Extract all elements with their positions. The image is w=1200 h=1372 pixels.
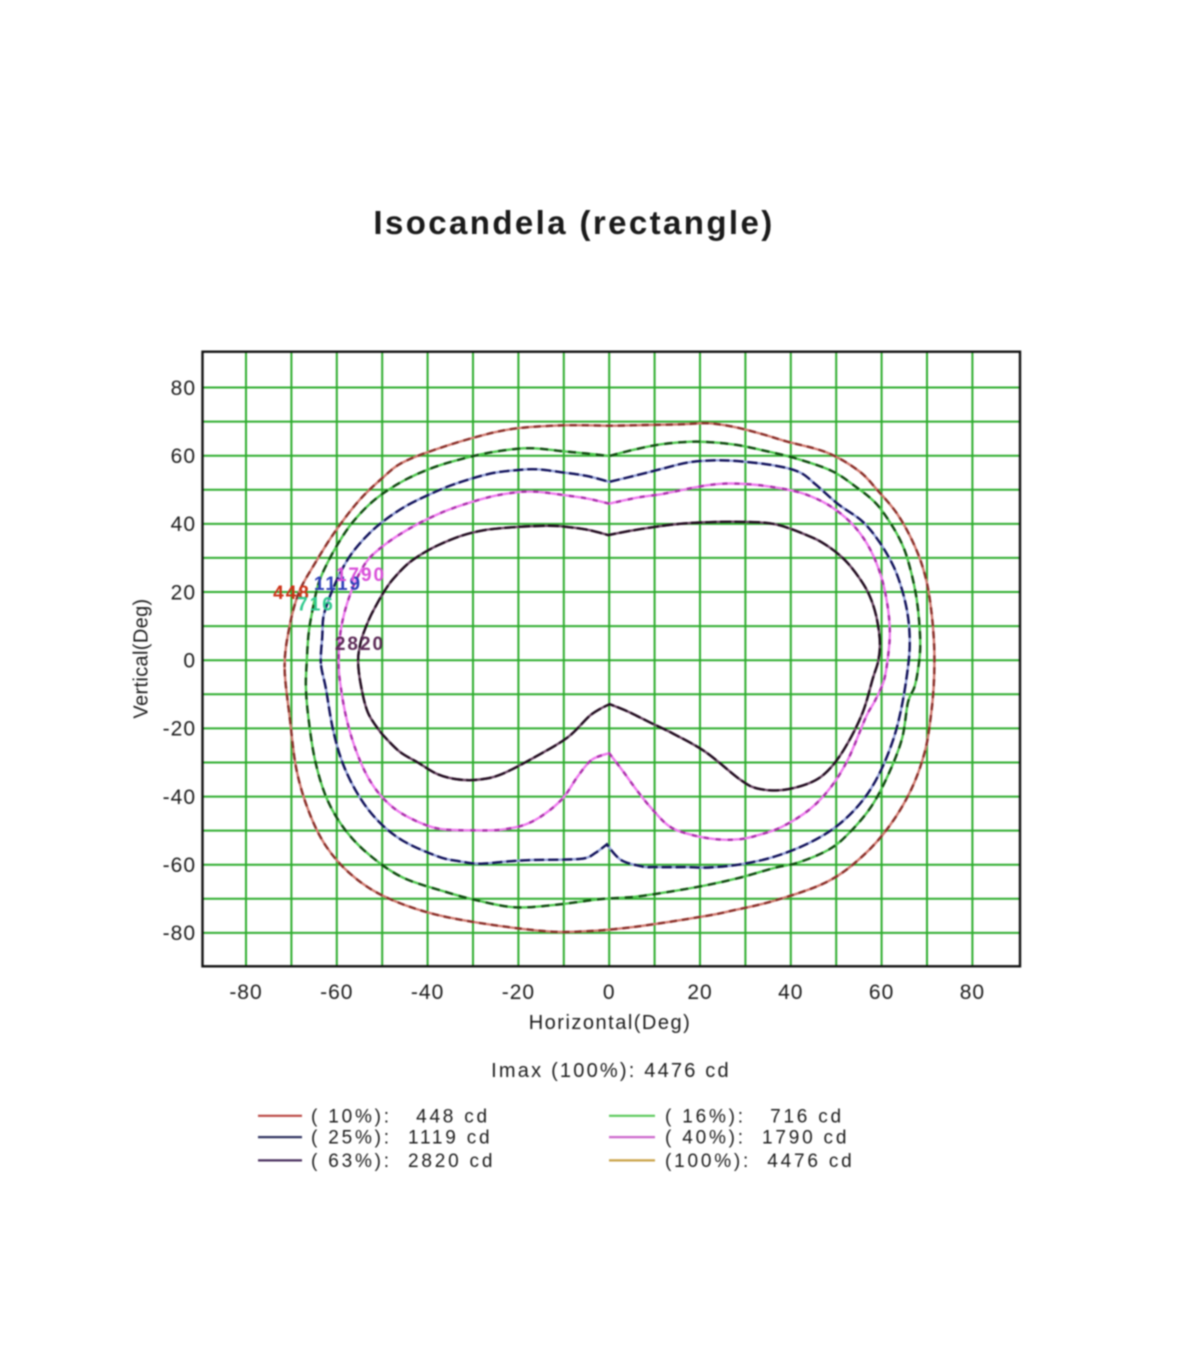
svg-text:448: 448 <box>273 583 311 604</box>
svg-text:0: 0 <box>603 981 616 1004</box>
svg-text:-20: -20 <box>163 718 196 741</box>
svg-text:2820: 2820 <box>335 634 385 655</box>
svg-text:Vertical(Deg): Vertical(Deg) <box>131 598 153 718</box>
svg-text:40: 40 <box>778 981 803 1004</box>
svg-text:-60: -60 <box>320 981 353 1004</box>
svg-text:60: 60 <box>171 445 196 468</box>
svg-text:-40: -40 <box>163 786 196 809</box>
svg-text:-40: -40 <box>411 981 444 1004</box>
svg-text:1119: 1119 <box>314 574 362 595</box>
svg-text:20: 20 <box>171 581 196 604</box>
svg-text:716: 716 <box>297 595 335 616</box>
svg-text:-60: -60 <box>163 854 196 877</box>
svg-text:20: 20 <box>687 981 712 1004</box>
svg-text:60: 60 <box>869 981 894 1004</box>
svg-text:(100%): 4476 cd: (100%): 4476 cd <box>665 1151 855 1172</box>
svg-text:( 10%): 448 cd: ( 10%): 448 cd <box>311 1106 490 1127</box>
svg-text:80: 80 <box>171 377 196 400</box>
svg-text:0: 0 <box>183 650 196 673</box>
svg-text:( 16%): 716 cd: ( 16%): 716 cd <box>665 1106 844 1127</box>
svg-text:( 63%): 2820 cd: ( 63%): 2820 cd <box>311 1151 495 1172</box>
svg-text:Imax (100%): 4476 cd: Imax (100%): 4476 cd <box>491 1060 731 1082</box>
svg-text:40: 40 <box>171 513 196 536</box>
svg-text:-80: -80 <box>229 981 262 1004</box>
svg-text:Horizontal(Deg): Horizontal(Deg) <box>529 1012 692 1034</box>
svg-text:( 40%): 1790 cd: ( 40%): 1790 cd <box>665 1128 849 1149</box>
svg-text:Isocandela (rectangle): Isocandela (rectangle) <box>373 204 774 241</box>
svg-text:80: 80 <box>960 981 985 1004</box>
svg-text:-20: -20 <box>502 981 535 1004</box>
svg-text:-80: -80 <box>163 922 196 945</box>
svg-text:1790: 1790 <box>336 565 386 586</box>
svg-text:( 25%): 1119 cd: ( 25%): 1119 cd <box>311 1128 492 1149</box>
